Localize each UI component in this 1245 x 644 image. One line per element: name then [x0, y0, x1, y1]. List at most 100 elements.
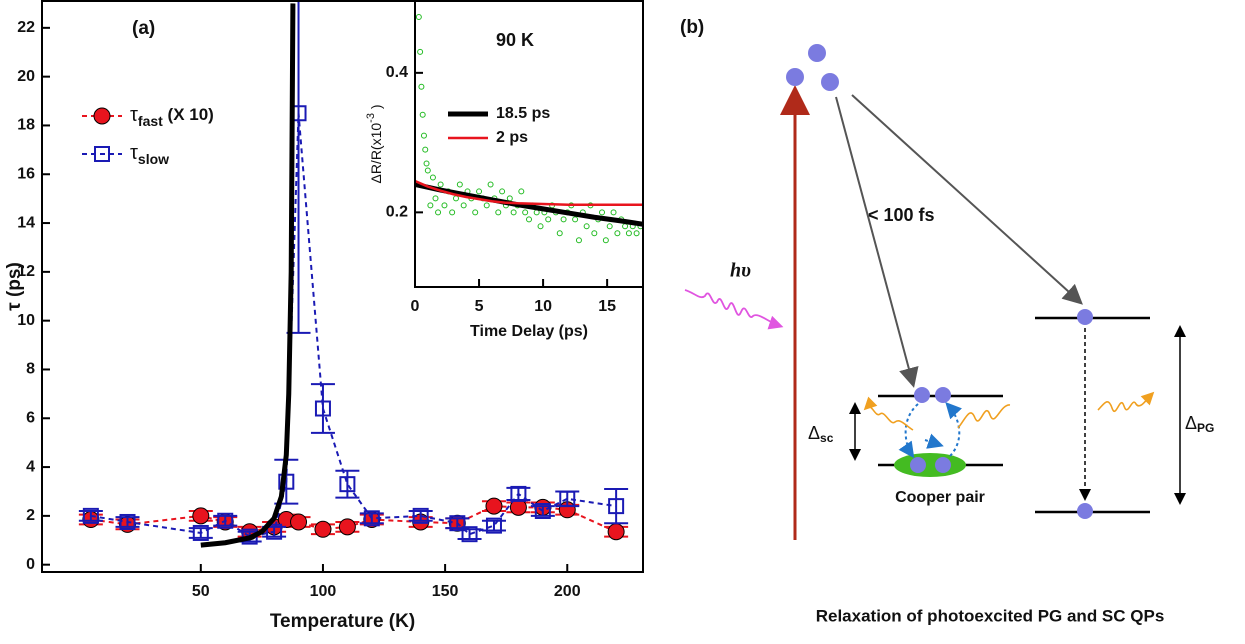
- y-tick-label: 2: [26, 507, 35, 524]
- data-point: [483, 202, 490, 209]
- data-point: [572, 216, 579, 223]
- quasiparticle: [1077, 309, 1093, 325]
- data-point: [415, 14, 422, 21]
- y-tick-label: 8: [26, 361, 35, 378]
- legend-name: 18.5 ps: [496, 105, 550, 122]
- y-axis-label: τ (ps): [4, 262, 25, 311]
- data-point: [602, 237, 609, 244]
- legend-label: 18.5 ps: [496, 105, 550, 122]
- data-point: [314, 400, 331, 417]
- legend-label: 2 ps: [496, 129, 528, 146]
- series-line: [200, 3, 296, 548]
- data-point: [363, 510, 380, 527]
- x-tick-label: 5: [475, 298, 484, 315]
- data-point: [432, 195, 439, 202]
- frame: [414, 0, 644, 288]
- y-tick-label: 14: [17, 214, 35, 231]
- y-tick-label: 0.2: [386, 204, 408, 221]
- data-point: [537, 223, 544, 230]
- data-point: [487, 181, 494, 188]
- quasiparticle: [1077, 503, 1093, 519]
- data-point: [417, 48, 424, 55]
- data-point: [583, 223, 590, 230]
- data-point: [607, 523, 625, 541]
- x-tick-label: 100: [310, 583, 337, 600]
- breaking-arrow: [945, 402, 963, 457]
- relaxation-arrow: [835, 96, 919, 388]
- data-point: [510, 209, 517, 216]
- delta: Δ: [1185, 413, 1197, 433]
- legend-marker: [93, 107, 111, 125]
- data-point: [314, 520, 332, 538]
- legend-subscript: slow: [138, 151, 169, 167]
- y-tick-label: 16: [17, 165, 35, 182]
- y-tick-label: 0: [26, 556, 35, 573]
- data-point: [82, 507, 99, 524]
- data-point: [556, 230, 563, 237]
- recombination-arrow: [898, 403, 919, 459]
- phonon-wave: [1097, 391, 1155, 412]
- data-point: [419, 111, 426, 118]
- data-point: [534, 502, 551, 519]
- data-point: [339, 476, 356, 493]
- data-point: [485, 497, 503, 515]
- data-point: [476, 188, 483, 195]
- data-point: [456, 181, 463, 188]
- data-point: [435, 209, 442, 216]
- data-point: [460, 202, 467, 209]
- quasiparticle: [910, 457, 926, 473]
- data-point: [606, 223, 613, 230]
- x-axis-label: Time Delay (ps): [470, 323, 588, 340]
- data-point: [559, 490, 576, 507]
- data-point: [418, 83, 425, 90]
- data-point: [449, 209, 456, 216]
- x-tick-label: 50: [192, 583, 210, 600]
- data-point: [412, 507, 429, 524]
- data-point: [614, 230, 621, 237]
- data-point: [599, 209, 606, 216]
- data-point: [495, 209, 502, 216]
- cooper-label: Cooper pair: [895, 489, 985, 506]
- x-axis-label: Temperature (K): [270, 611, 415, 632]
- legend-suffix: (X 10): [163, 105, 214, 124]
- x-tick-label: 15: [598, 298, 616, 315]
- data-point: [422, 146, 429, 153]
- y-tick-label: 6: [26, 409, 35, 426]
- data-point: [510, 485, 527, 502]
- x-tick-label: 10: [534, 298, 552, 315]
- delta: Δ: [808, 423, 820, 443]
- data-point: [437, 181, 444, 188]
- legend-name: 2 ps: [496, 129, 528, 146]
- data-point: [217, 512, 234, 529]
- phonon-wave: [957, 404, 1011, 429]
- data-point: [423, 160, 430, 167]
- data-point: [119, 513, 136, 530]
- plot-area: [415, 1, 643, 287]
- data-point: [192, 524, 209, 541]
- sc-gap-label: Δsc: [808, 423, 834, 445]
- x-tick-label: 150: [432, 583, 459, 600]
- sc-subscript: sc: [820, 431, 834, 445]
- plot: [78, 1, 629, 548]
- data-point: [461, 526, 478, 543]
- recombination-arrow: [924, 433, 944, 449]
- data-point: [633, 230, 640, 237]
- data-point: [499, 188, 506, 195]
- data-point: [424, 167, 431, 174]
- data-point: [290, 513, 308, 531]
- phonon-wave: [863, 396, 914, 431]
- data-point: [449, 515, 466, 532]
- data-point: [560, 216, 567, 223]
- data-point: [429, 174, 436, 181]
- relaxation-arrow: [851, 94, 1083, 305]
- y-tick-label: 0.4: [386, 64, 408, 81]
- photon-label: hυ: [730, 260, 751, 282]
- chart: 0 5 10 15 0.2 0.4 18.5 ps 2 ps 90 K Time Delay (p…: [365, 0, 644, 340]
- y-label-superscript: -3: [365, 113, 377, 123]
- data-point: [338, 518, 356, 536]
- data-point: [591, 230, 598, 237]
- data-point: [266, 523, 283, 540]
- legend-name: τ: [130, 104, 138, 126]
